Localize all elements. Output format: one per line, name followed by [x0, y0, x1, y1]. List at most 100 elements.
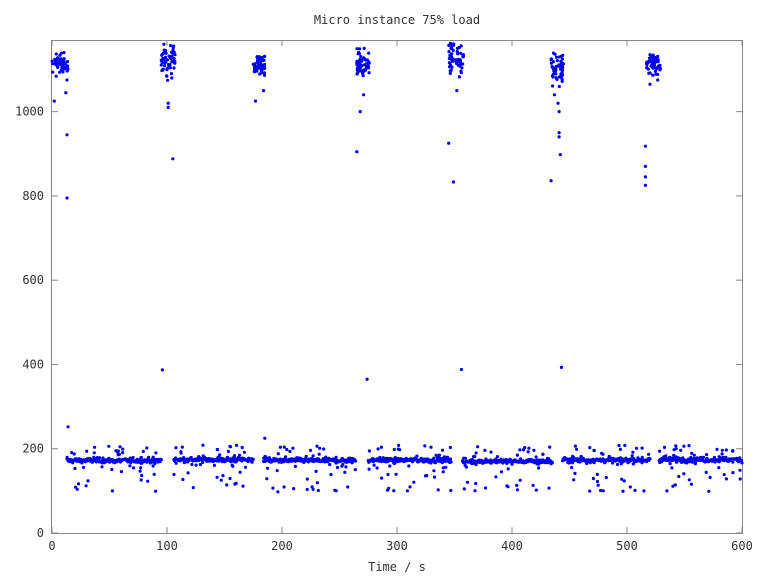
data-point — [457, 63, 462, 67]
data-point — [360, 70, 364, 74]
data-point — [738, 456, 742, 460]
data-point — [441, 470, 445, 474]
data-point — [535, 462, 539, 466]
data-point — [139, 455, 143, 460]
x-tick-label: 300 — [386, 539, 408, 553]
data-point — [463, 456, 467, 460]
data-point — [251, 457, 255, 461]
data-point — [165, 74, 169, 78]
y-tick-label: 600 — [22, 273, 44, 287]
data-point — [362, 46, 366, 51]
data-point — [375, 466, 379, 470]
data-points — [50, 41, 744, 494]
data-point — [451, 48, 455, 53]
data-point — [154, 489, 158, 493]
y-tick-label: 1000 — [15, 105, 44, 119]
data-point — [85, 449, 89, 453]
data-point — [265, 477, 269, 481]
data-point — [107, 444, 111, 448]
data-point — [253, 99, 258, 103]
data-point — [537, 466, 541, 470]
data-point — [145, 446, 149, 450]
data-point — [731, 471, 735, 475]
data-point — [672, 453, 676, 457]
data-point — [648, 53, 652, 57]
data-point — [229, 445, 233, 449]
data-point — [596, 483, 600, 487]
data-point — [412, 480, 416, 484]
data-point — [258, 66, 262, 70]
data-point — [648, 57, 652, 61]
data-point — [653, 69, 658, 73]
data-point — [335, 465, 340, 470]
data-point — [346, 485, 350, 489]
data-point — [704, 470, 708, 474]
data-point — [62, 65, 66, 69]
data-point — [633, 488, 637, 492]
data-point — [447, 43, 451, 48]
data-point — [138, 469, 142, 473]
data-point — [448, 71, 452, 75]
data-point — [460, 66, 464, 70]
data-point — [615, 462, 620, 467]
data-point — [180, 445, 184, 449]
data-point — [240, 445, 244, 450]
data-point — [654, 72, 658, 76]
data-point — [550, 461, 554, 465]
data-point — [152, 472, 156, 476]
x-tick-label: 400 — [501, 539, 523, 553]
data-point — [643, 175, 648, 179]
data-point — [166, 101, 170, 105]
data-point — [121, 451, 125, 455]
data-point — [510, 462, 514, 466]
data-point — [558, 153, 562, 157]
data-point — [261, 58, 265, 63]
data-point — [367, 467, 371, 471]
data-point — [73, 466, 77, 471]
data-point — [237, 453, 242, 457]
data-point — [70, 451, 74, 455]
data-point — [724, 455, 728, 459]
data-point — [645, 60, 649, 64]
data-point — [128, 464, 132, 468]
data-point — [555, 77, 559, 81]
data-point — [315, 481, 319, 485]
data-point — [258, 55, 262, 59]
data-point — [423, 444, 427, 448]
data-point — [436, 454, 440, 459]
data-point — [523, 446, 527, 450]
axis-ticks — [51, 40, 743, 534]
data-point — [648, 457, 652, 461]
data-point — [656, 60, 660, 64]
data-point — [355, 71, 359, 75]
data-point — [329, 473, 333, 477]
data-point — [262, 89, 266, 93]
data-point — [139, 466, 143, 470]
data-point — [415, 454, 419, 458]
data-point — [724, 477, 729, 481]
data-point — [182, 456, 186, 460]
data-point — [457, 75, 461, 79]
data-point — [50, 59, 54, 63]
data-point — [552, 66, 556, 70]
data-point — [549, 58, 553, 62]
data-point — [362, 93, 366, 97]
data-point — [305, 477, 309, 481]
data-point — [658, 63, 662, 67]
data-point — [506, 485, 510, 489]
data-point — [191, 486, 195, 490]
data-point — [285, 447, 289, 452]
data-point — [495, 455, 499, 459]
data-point — [169, 56, 173, 61]
data-point — [116, 450, 120, 454]
data-point — [630, 454, 634, 458]
data-point — [464, 465, 468, 469]
data-point — [720, 448, 724, 452]
x-tick-label: 600 — [731, 539, 753, 553]
data-point — [689, 482, 694, 486]
data-point — [118, 445, 122, 449]
data-point — [456, 52, 460, 56]
data-point — [65, 60, 70, 64]
data-point — [92, 451, 96, 455]
